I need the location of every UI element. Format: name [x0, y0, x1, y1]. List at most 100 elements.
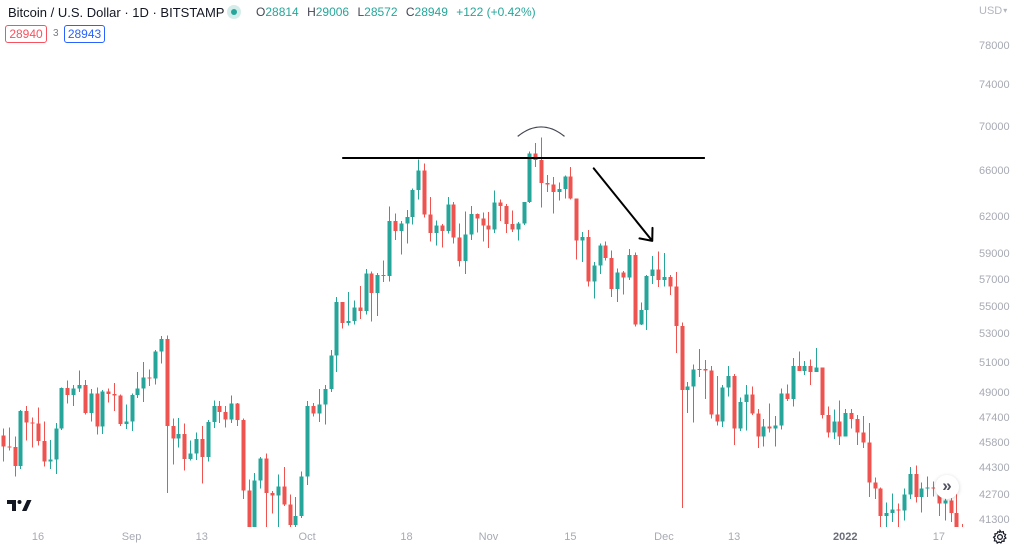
- candle-body: [826, 415, 831, 433]
- candle-body: [791, 365, 796, 399]
- candle-down: [668, 274, 673, 296]
- candle-up: [446, 197, 451, 234]
- candle-body: [609, 258, 614, 290]
- candle-down: [709, 365, 714, 419]
- candle-down: [551, 176, 556, 214]
- candle-body: [557, 188, 562, 192]
- candle-wick: [114, 383, 115, 411]
- candle-up: [890, 493, 895, 523]
- currency-selector[interactable]: USD▾: [979, 5, 1007, 17]
- candle-up: [644, 274, 649, 331]
- candle-wick: [108, 388, 109, 403]
- candle-up: [159, 335, 164, 364]
- candle-wick: [26, 405, 27, 441]
- candle-up: [943, 495, 948, 521]
- candle-up: [334, 296, 339, 372]
- candle-body: [446, 204, 451, 231]
- candle-down: [954, 482, 959, 527]
- candle-up: [229, 395, 234, 423]
- candle-body: [785, 393, 790, 399]
- change-percent: (+0.42%): [486, 5, 536, 19]
- candle-down: [422, 163, 427, 218]
- candle-body: [691, 369, 696, 387]
- candle-body: [241, 420, 246, 491]
- candle-down: [486, 211, 491, 248]
- sell-button[interactable]: 28940: [5, 25, 47, 43]
- candle-body: [83, 384, 88, 413]
- candle-body: [680, 325, 685, 390]
- price-tick-label: 42700: [979, 489, 1010, 502]
- candle-wick: [488, 211, 489, 248]
- candle-down: [603, 241, 608, 261]
- candle-down: [171, 418, 176, 465]
- price-tick-label: 70000: [979, 120, 1010, 133]
- tradingview-logo-icon[interactable]: [7, 500, 32, 512]
- candle-body: [293, 516, 298, 526]
- price-axis[interactable]: USD▾ 78000 74000 70000 66000 62000 59000 57000…: [964, 0, 1024, 527]
- candle-wick: [483, 212, 484, 242]
- candle-body: [311, 405, 316, 414]
- candle-body: [36, 423, 41, 442]
- time-tick-label: 2022: [833, 531, 858, 543]
- candle-wick: [787, 384, 788, 402]
- candle-up: [469, 206, 474, 240]
- candle-body: [30, 422, 35, 424]
- candle-wick: [73, 385, 74, 406]
- candle-down: [861, 416, 866, 449]
- time-tick-label: Oct: [298, 531, 316, 543]
- candle-up: [744, 385, 749, 431]
- candle-up: [598, 243, 603, 275]
- candle-down: [223, 405, 228, 428]
- price-tick-label: 55000: [979, 300, 1010, 313]
- top-arc[interactable]: [517, 126, 565, 137]
- candle-up: [650, 256, 655, 284]
- candle-down: [282, 467, 287, 507]
- candle-body: [329, 355, 334, 390]
- candle-body: [451, 204, 456, 238]
- buy-button[interactable]: 28943: [64, 25, 105, 43]
- candle-body: [153, 351, 158, 379]
- symbol-title[interactable]: Bitcoin / U.S. Dollar · 1D · BITSTAMP: [8, 5, 225, 20]
- candle-body: [568, 176, 573, 199]
- low-label: L: [357, 5, 365, 19]
- candle-down: [217, 400, 222, 424]
- candle-body: [7, 446, 12, 448]
- candle-down: [878, 487, 883, 527]
- candle-body: [662, 276, 667, 280]
- gear-icon[interactable]: [992, 529, 1008, 545]
- candle-body: [516, 223, 521, 230]
- candle-down: [703, 360, 708, 399]
- candle-down: [457, 223, 462, 267]
- ohlc-legend: O28814 H29006 L28572 C28949 +122 (+0.42%…: [256, 5, 536, 20]
- candle-up: [639, 302, 644, 326]
- open-value: 28814: [265, 5, 299, 19]
- scroll-to-realtime-button[interactable]: »: [935, 475, 959, 499]
- candle-wick: [664, 252, 665, 287]
- candle-wick: [945, 495, 946, 521]
- candle-up: [416, 159, 421, 200]
- candle-body: [855, 419, 860, 433]
- candle-body: [615, 272, 620, 290]
- candle-body: [223, 411, 228, 420]
- candle-down: [949, 497, 954, 523]
- candle-body: [761, 426, 766, 437]
- candlestick-chart[interactable]: [0, 0, 964, 527]
- candle-body: [738, 401, 743, 429]
- candle-body: [545, 183, 550, 185]
- candle-body: [574, 198, 579, 241]
- candle-up: [77, 370, 82, 393]
- change-value: +122: [456, 5, 484, 19]
- time-axis[interactable]: 16 Sep 13 Oct 18 Nov 15 Dec 13 2022 17: [0, 527, 964, 546]
- candle-up: [779, 388, 784, 430]
- candle-body: [422, 170, 427, 215]
- time-tick-label: 16: [31, 531, 45, 543]
- down-arrow[interactable]: [592, 167, 654, 242]
- drawings-group[interactable]: [342, 126, 705, 242]
- chart-pane[interactable]: Bitcoin / U.S. Dollar · 1D · BITSTAMP O2…: [0, 0, 964, 527]
- candle-body: [405, 217, 410, 224]
- candle-body: [563, 176, 568, 189]
- candle-up: [843, 408, 848, 437]
- candle-body: [393, 221, 398, 231]
- candle-body: [773, 425, 778, 429]
- candle-down: [750, 386, 755, 416]
